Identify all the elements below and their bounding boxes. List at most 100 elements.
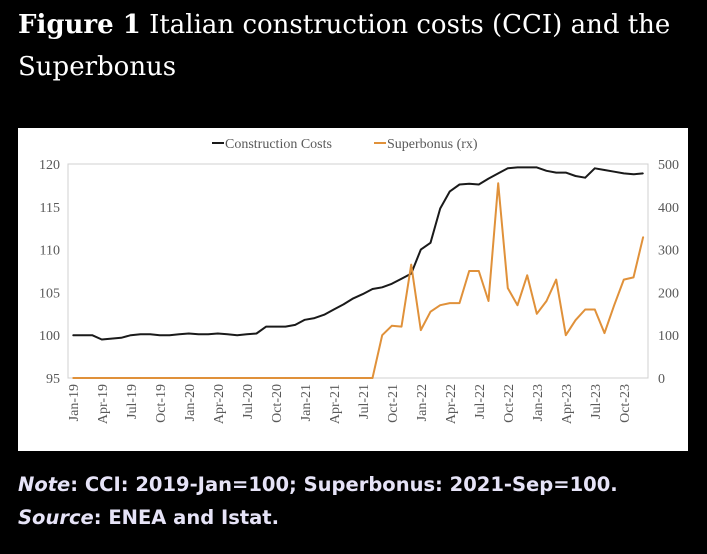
superbonus-point — [449, 302, 451, 304]
y-right-tick-label: 100 — [658, 329, 679, 344]
construction-costs-point — [101, 338, 103, 341]
y-right-tick-label: 0 — [658, 372, 665, 387]
legend-label-superbonus: Superbonus (rx) — [387, 137, 478, 152]
construction-costs-point — [458, 183, 461, 186]
construction-costs-point — [284, 326, 287, 328]
construction-costs-point — [342, 303, 345, 305]
x-tick-label: Jan-21 — [299, 384, 314, 421]
construction-costs-point — [120, 337, 122, 339]
y-left-tick-label: 120 — [39, 158, 60, 173]
y-left-tick-label: 100 — [39, 329, 60, 344]
note-label: Note — [18, 473, 71, 496]
construction-costs-point — [130, 334, 132, 336]
construction-costs-point — [217, 332, 219, 335]
superbonus-point — [188, 377, 190, 379]
construction-costs-point — [536, 166, 538, 168]
construction-costs-point — [255, 332, 258, 335]
superbonus-point — [613, 304, 615, 306]
construction-costs-point — [420, 249, 422, 251]
superbonus-point — [120, 377, 122, 379]
construction-costs-point — [526, 166, 528, 168]
construction-costs-point — [584, 177, 586, 179]
construction-costs-point — [294, 324, 296, 326]
x-tick-label: Jan-22 — [415, 384, 430, 421]
y-right-tick-label: 300 — [658, 244, 679, 259]
x-tick-label: Jan-19 — [67, 384, 82, 421]
superbonus-point — [574, 319, 577, 321]
superbonus-point — [487, 300, 490, 302]
y-right-tick-label: 200 — [658, 286, 679, 301]
x-tick-label: Apr-21 — [328, 384, 343, 424]
superbonus-point — [632, 276, 635, 278]
construction-costs-point — [468, 183, 470, 185]
figure-title-line1: Italian construction costs (CCI) and the — [149, 10, 671, 40]
construction-costs-point — [400, 278, 403, 280]
construction-costs-point — [545, 170, 548, 172]
superbonus-point — [565, 334, 567, 336]
superbonus-point — [265, 377, 267, 379]
construction-costs-point — [72, 334, 74, 336]
figure-label: Figure 1 — [18, 10, 141, 40]
construction-costs-point — [632, 173, 635, 175]
construction-costs-point — [478, 183, 480, 186]
superbonus-point — [536, 313, 538, 315]
source-line: Source: ENEA and Istat. — [18, 501, 707, 534]
superbonus-point — [159, 377, 161, 379]
construction-costs-point — [642, 172, 644, 174]
x-tick-label: Oct-19 — [154, 384, 169, 423]
superbonus-point — [139, 377, 142, 379]
superbonus-point — [400, 326, 403, 328]
construction-costs-point — [565, 172, 567, 174]
superbonus-point — [207, 377, 209, 379]
y-left-tick-label: 115 — [40, 201, 60, 216]
superbonus-point — [555, 279, 557, 281]
construction-costs-point — [159, 334, 161, 336]
construction-costs-point — [623, 172, 625, 174]
superbonus-point — [149, 377, 151, 379]
superbonus-point — [468, 270, 470, 272]
y-left-tick-label: 95 — [46, 372, 60, 387]
superbonus-point — [313, 377, 316, 379]
superbonus-point — [91, 377, 93, 379]
construction-costs-line — [72, 166, 644, 341]
construction-costs-point — [197, 333, 200, 335]
figure-title: Figure 1 Italian construction costs (CCI… — [18, 4, 698, 88]
source-label: Source — [18, 506, 94, 529]
figure-title-line2: Superbonus — [18, 52, 177, 82]
chart-panel: 95 100 105 110 115 120 0 100 200 300 400 500 Jan-19 A… — [18, 128, 688, 451]
construction-costs-point — [507, 167, 509, 169]
construction-costs-point — [371, 288, 374, 290]
superbonus-point — [226, 377, 229, 379]
superbonus-point — [497, 182, 499, 184]
construction-costs-point — [555, 172, 557, 174]
construction-costs-point — [613, 171, 615, 173]
plot-frame — [67, 163, 649, 379]
superbonus-point — [381, 334, 383, 336]
superbonus-point — [101, 377, 103, 379]
construction-costs-point — [391, 283, 393, 285]
superbonus-point — [642, 236, 644, 238]
x-tick-label: Oct-22 — [502, 384, 517, 423]
construction-costs-point — [265, 326, 267, 328]
superbonus-point — [420, 329, 422, 331]
superbonus-point — [323, 377, 325, 379]
superbonus-point — [178, 377, 180, 379]
source-text: : ENEA and Istat. — [93, 506, 280, 529]
note-line: Note: CCI: 2019-Jan=100; Superbonus: 202… — [18, 468, 707, 501]
construction-costs-point — [574, 175, 577, 177]
superbonus-point — [584, 308, 586, 311]
x-tick-label: Jul-22 — [473, 384, 488, 419]
superbonus-point — [217, 377, 219, 379]
construction-costs-point — [81, 334, 84, 336]
superbonus-point — [516, 304, 519, 306]
construction-costs-point — [594, 167, 596, 169]
superbonus-point — [410, 264, 412, 266]
construction-costs-point — [449, 190, 451, 192]
x-tick-label: Jan-20 — [183, 384, 198, 421]
superbonus-point — [439, 304, 441, 306]
construction-costs-point — [304, 319, 306, 321]
superbonus-point — [371, 377, 374, 379]
legend-label-construction-costs: Construction Costs — [225, 137, 332, 152]
construction-costs-point — [91, 334, 93, 336]
construction-costs-point — [236, 334, 238, 336]
